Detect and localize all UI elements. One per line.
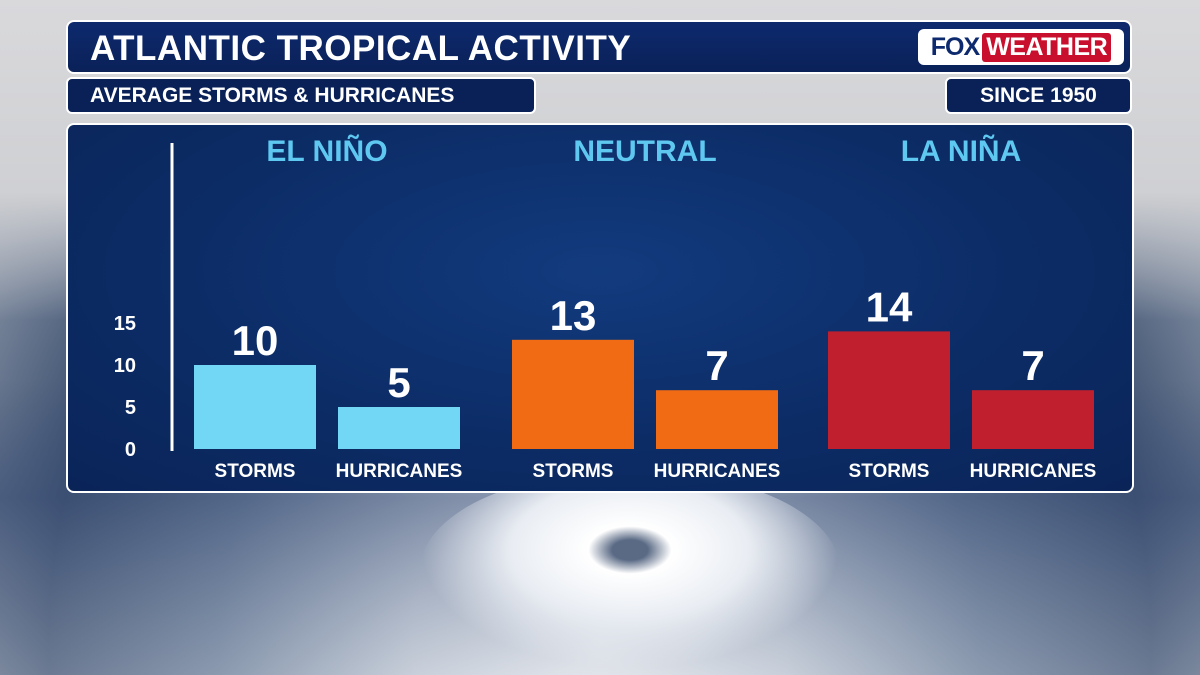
y-tick-label: 5	[125, 397, 136, 419]
bar	[972, 390, 1094, 449]
group-label: LA NIÑA	[901, 134, 1022, 168]
title-bar: ATLANTIC TROPICAL ACTIVITY FOX WEATHER	[66, 20, 1132, 74]
y-tick-label: 10	[114, 355, 136, 377]
bar-value-label: 14	[866, 283, 913, 330]
subtitle-bar: AVERAGE STORMS & HURRICANES	[66, 77, 536, 114]
group-label: NEUTRAL	[573, 135, 716, 168]
bar-value-label: 5	[387, 359, 410, 406]
group-label: EL NIÑO	[266, 134, 387, 168]
bar-value-label: 7	[1021, 342, 1044, 389]
bar-value-label: 7	[705, 342, 728, 389]
bar-value-label: 10	[232, 317, 279, 364]
x-category-label: STORMS	[533, 461, 614, 482]
x-category-label: HURRICANES	[336, 461, 463, 482]
bar	[194, 365, 316, 449]
y-tick-label: 0	[125, 439, 136, 461]
fox-weather-logo: FOX WEATHER	[918, 29, 1124, 65]
y-tick-label: 15	[114, 313, 136, 335]
chart-panel: 0 5 10 15 EL NIÑO 10 STORMS 5 HURRICANES NEUTRAL 1…	[66, 123, 1134, 493]
bar	[828, 331, 950, 449]
bar	[512, 339, 634, 449]
x-category-label: STORMS	[215, 461, 296, 482]
since-badge: SINCE 1950	[945, 77, 1132, 114]
bar-value-label: 13	[550, 292, 597, 339]
logo-weather-text: WEATHER	[982, 32, 1112, 62]
logo-fox-text: FOX	[930, 32, 980, 61]
x-category-label: HURRICANES	[970, 461, 1097, 482]
page-title: ATLANTIC TROPICAL ACTIVITY	[90, 29, 632, 68]
x-category-label: HURRICANES	[654, 461, 781, 482]
bar	[338, 407, 460, 449]
bar-chart: 0 5 10 15 EL NIÑO 10 STORMS 5 HURRICANES NEUTRAL 1…	[114, 134, 1097, 482]
hurricane-swirl-image	[420, 470, 840, 670]
x-category-label: STORMS	[849, 461, 930, 482]
bar	[656, 390, 778, 449]
